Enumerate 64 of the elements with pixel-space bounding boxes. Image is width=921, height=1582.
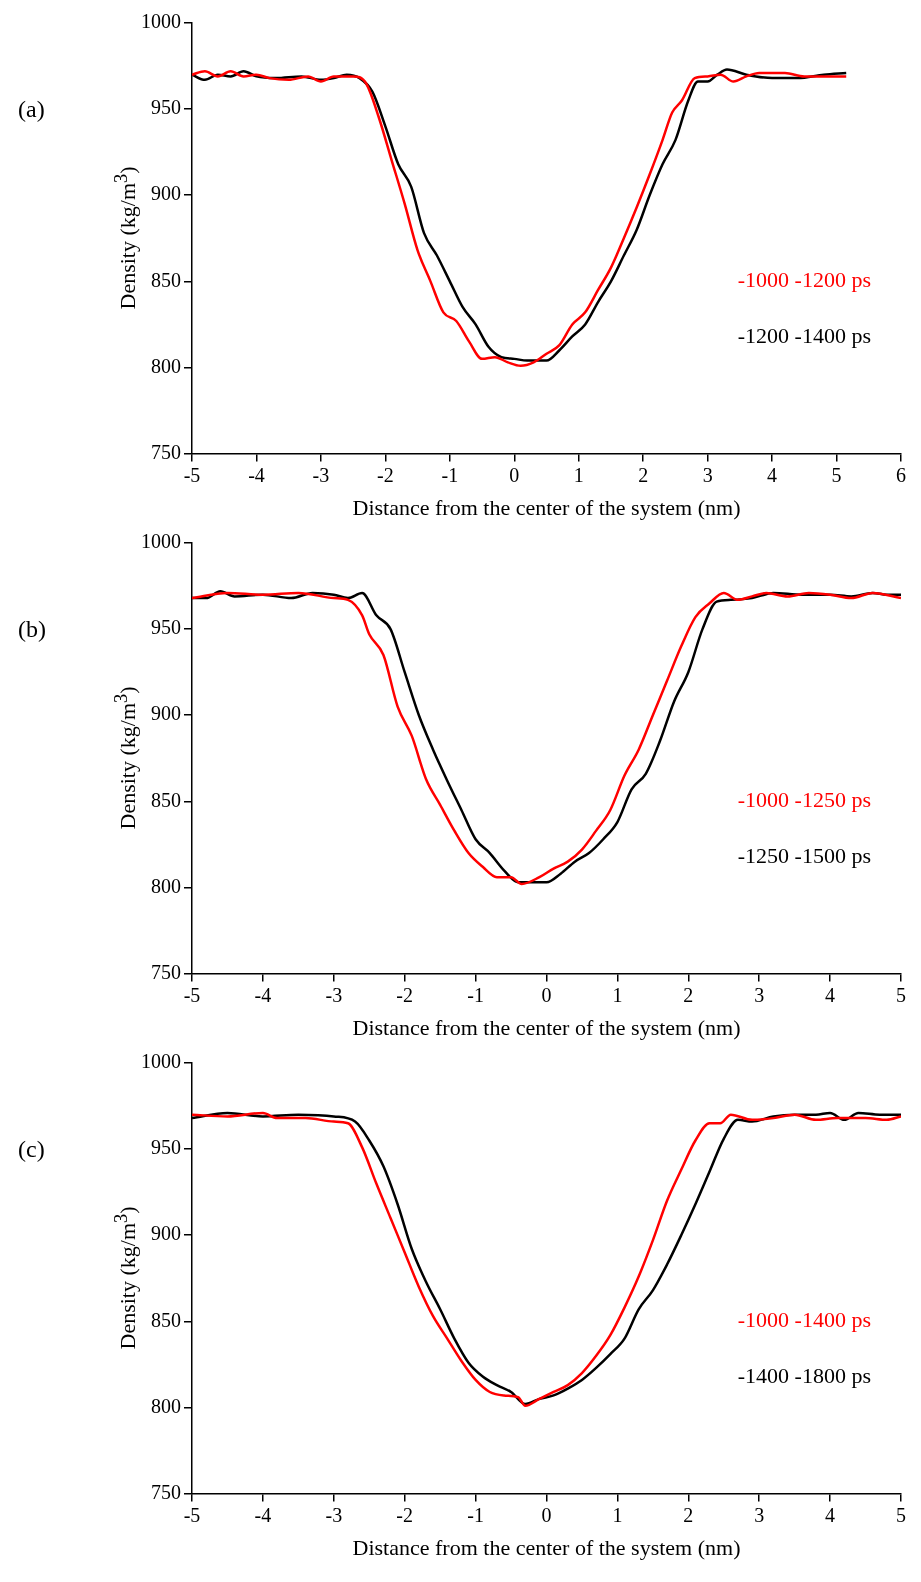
x-axis-title: Distance from the center of the system (nm)	[352, 494, 741, 520]
x-tick-label: -5	[183, 983, 201, 1006]
x-tick-label: -1	[467, 983, 484, 1006]
y-tick-label: 1000	[141, 530, 181, 553]
x-tick-label: 3	[754, 1503, 765, 1526]
x-tick-label: 4	[767, 463, 778, 486]
x-tick-label: 1	[612, 1503, 623, 1526]
x-tick-label: 2	[683, 983, 694, 1006]
y-tick-label: 900	[151, 702, 181, 725]
y-tick-label: 950	[151, 1136, 181, 1159]
x-tick-label: 3	[754, 983, 765, 1006]
text: -1250 -1500 ps	[737, 843, 871, 869]
y-tick-label: 750	[151, 1480, 181, 1503]
y-tick-label: 850	[151, 1308, 181, 1331]
x-tick-label: 1	[573, 463, 584, 486]
y-tick-label: 850	[151, 788, 181, 811]
text: -1000 -1400 ps	[737, 1307, 871, 1333]
x-tick-label: 2	[638, 463, 649, 486]
x-tick-label: -2	[396, 983, 414, 1006]
x-tick-label: -1	[467, 1503, 484, 1526]
y-tick-label: 850	[151, 268, 181, 291]
x-axis-title: Distance from the center of the system (nm)	[352, 1534, 741, 1560]
x-tick-label: 6	[896, 463, 906, 486]
x-tick-label: 5	[896, 983, 906, 1006]
x-tick-label: 4	[825, 983, 836, 1006]
x-tick-label: 2	[683, 1503, 694, 1526]
y-tick-label: 950	[151, 96, 181, 119]
text: -1200 -1400 ps	[737, 323, 871, 349]
text: (b)	[18, 616, 46, 643]
y-tick-label: 750	[151, 440, 181, 463]
y-tick-label: 800	[151, 1394, 181, 1417]
x-tick-label: 4	[825, 1503, 836, 1526]
y-tick-label: 1000	[141, 1050, 181, 1073]
y-tick-label: 900	[151, 1222, 181, 1245]
x-tick-label: -3	[312, 463, 330, 486]
x-tick-label: 3	[702, 463, 713, 486]
x-tick-label: 5	[896, 1503, 906, 1526]
text: -1000 -1250 ps	[737, 787, 871, 813]
y-tick-label: 800	[151, 874, 181, 897]
x-tick-label: -1	[441, 463, 459, 486]
x-tick-label: -4	[254, 1503, 272, 1526]
text: (a)	[18, 96, 45, 123]
x-tick-label: -4	[254, 983, 272, 1006]
y-tick-label: 950	[151, 616, 181, 639]
x-tick-label: -4	[248, 463, 265, 486]
text: -1400 -1800 ps	[737, 1363, 871, 1389]
x-tick-label: 0	[509, 463, 520, 486]
y-tick-label: 800	[151, 354, 181, 377]
x-axis-title: Distance from the center of the system (nm)	[352, 1014, 741, 1040]
x-tick-label: 0	[541, 983, 552, 1006]
x-tick-label: -3	[325, 983, 343, 1006]
text: (c)	[18, 1136, 45, 1163]
x-tick-label: -2	[396, 1503, 414, 1526]
x-tick-label: 1	[612, 983, 623, 1006]
y-tick-label: 750	[151, 960, 181, 983]
x-tick-label: -5	[183, 1503, 201, 1526]
y-tick-label: 1000	[141, 10, 181, 33]
x-tick-label: 5	[831, 463, 842, 486]
x-tick-label: -5	[183, 463, 201, 486]
text: -1000 -1200 ps	[737, 267, 871, 293]
x-tick-label: 0	[541, 1503, 552, 1526]
x-tick-label: -3	[325, 1503, 343, 1526]
y-tick-label: 900	[151, 182, 181, 205]
x-tick-label: -2	[377, 463, 394, 486]
